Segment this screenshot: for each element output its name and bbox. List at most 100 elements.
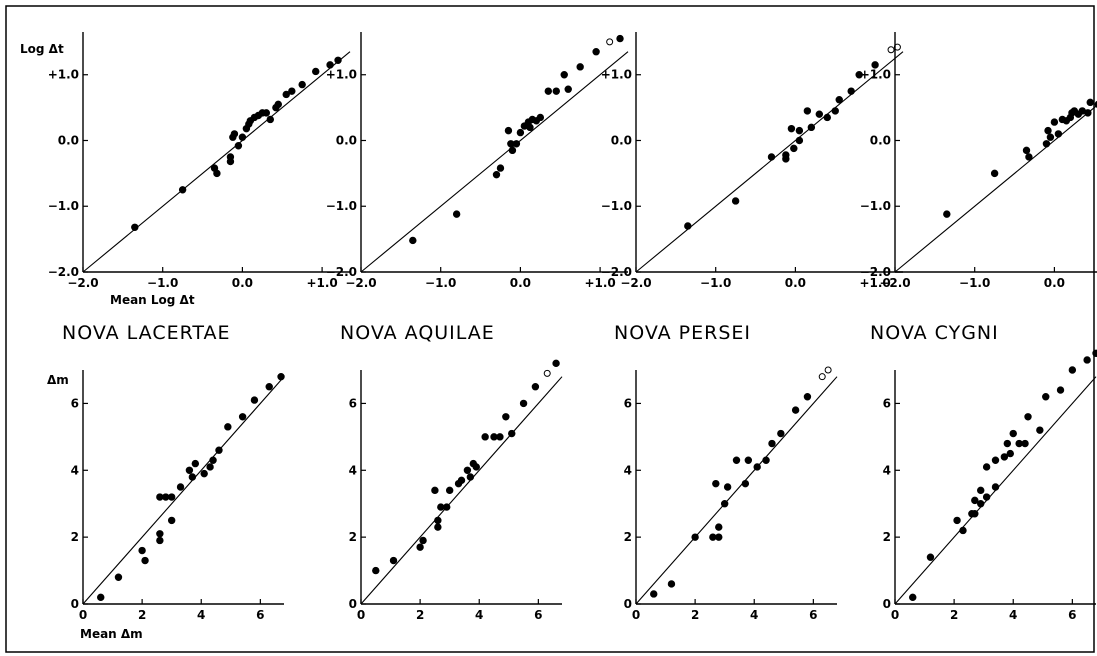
- aquilae-top-data-point: [516, 128, 525, 137]
- cygni-bottom-data-point: [991, 456, 1000, 464]
- aquilae-top-data-point: [616, 34, 624, 43]
- cygni-bottom-data-point: [971, 510, 979, 518]
- aquilae-bottom-y-tick-label: 4: [349, 463, 357, 477]
- nova-title-persei: NOVA PERSEI: [614, 322, 751, 344]
- aquilae-bottom-data-point: [419, 536, 427, 545]
- persei-bottom-open-data-point: [824, 366, 832, 374]
- persei-bottom-data-point: [741, 479, 750, 488]
- aquilae-top-data-point: [544, 87, 552, 95]
- cygni-top-data-point: [1054, 130, 1063, 138]
- cygni-bottom-data-point: [953, 516, 961, 525]
- aquilae-top-reference-line: [360, 51, 629, 273]
- persei-top-data-point: [803, 107, 812, 115]
- persei-top-data-point: [684, 222, 692, 230]
- cygni-bottom-data-point: [977, 486, 985, 495]
- persei-bottom-data-point: [732, 456, 741, 464]
- aquilae-bottom-data-point: [457, 476, 466, 485]
- lacertae-bottom-y-tick-label: 6: [71, 396, 79, 410]
- lacertae-bottom-x-tick-label: 0: [79, 608, 87, 622]
- aquilae-top-data-point: [504, 126, 513, 135]
- aquilae-bottom-data-point: [416, 543, 424, 551]
- cygni-top-y-tick-label: −1.0: [860, 199, 891, 213]
- cygni-top-y-tick-label: 0.0: [870, 133, 891, 147]
- cygni-bottom-data-point: [909, 593, 917, 602]
- aquilae-top-data-point: [526, 123, 534, 132]
- persei-bottom-data-point: [712, 479, 720, 488]
- cygni-top-data-point: [943, 210, 951, 218]
- aquilae-top-open-data-point: [606, 38, 614, 46]
- cygni-top-data-point: [1094, 100, 1097, 108]
- cygni-bottom-data-point: [982, 493, 991, 501]
- persei-top-data-point: [823, 113, 831, 122]
- lacertae-bottom-data-point: [188, 473, 197, 481]
- cygni-top-x-tick-label: −2.0: [879, 276, 910, 290]
- panels-layer: −2.0 −1.0 0.0 +1.0−2.0−1.00.0+1.0−2.0 −1.0 0.…: [48, 32, 1097, 622]
- persei-bottom-data-point: [791, 406, 800, 414]
- aquilae-bottom-data-point: [552, 359, 560, 368]
- lacertae-top-data-point: [230, 130, 239, 138]
- nova-title-cygni: NOVA CYGNI: [870, 322, 999, 344]
- persei-top-y-tick-label: +1.0: [601, 68, 632, 82]
- lacertae-top-x-tick-label: −2.0: [67, 276, 98, 290]
- lacertae-top-data-point: [262, 109, 271, 117]
- cygni-bottom-data-point: [959, 526, 967, 535]
- aquilae-top-data-point: [492, 170, 501, 179]
- cygni-top-x-tick-label: 0.0: [1044, 276, 1065, 290]
- cygni-bottom-data-point: [1006, 449, 1014, 458]
- persei-top-x-tick-label: +1.0: [859, 276, 890, 290]
- lacertae-top-data-point: [334, 56, 342, 64]
- lacertae-top-data-point: [238, 133, 247, 141]
- lacertae-top-data-point: [326, 61, 334, 69]
- persei-top-y-tick-label: −2.0: [601, 265, 632, 279]
- persei-top-data-point: [795, 136, 804, 145]
- top-x-axis-title: Mean Log Δt: [110, 293, 195, 307]
- aquilae-top-x-tick-label: 0.0: [510, 276, 531, 290]
- aquilae-bottom-y-tick-label: 0: [349, 597, 357, 611]
- cygni-top-data-point: [1042, 140, 1051, 148]
- lacertae-bottom-data-point: [200, 469, 208, 478]
- cygni-top-y-tick-label: +1.0: [860, 68, 891, 82]
- aquilae-bottom-data-point: [531, 383, 540, 391]
- aquilae-bottom-data-point: [502, 413, 510, 421]
- cygni-bottom-data-point: [1042, 393, 1050, 401]
- aquilae-bottom-x-tick-label: 2: [416, 608, 424, 622]
- persei-top-y-tick-label: −1.0: [601, 199, 632, 213]
- lacertae-bottom-data-point: [206, 463, 214, 471]
- persei-top-data-point: [831, 107, 839, 115]
- figure-frame: [5, 5, 1095, 653]
- aquilae-top-x-tick-label: +1.0: [584, 276, 615, 290]
- aquilae-top-data-point: [496, 164, 505, 172]
- lacertae-top-data-point: [234, 142, 243, 150]
- persei-top-data-point: [767, 153, 776, 161]
- aquilae-bottom-y-tick-label: 6: [349, 396, 357, 410]
- lacertae-top-x-tick-label: −1.0: [147, 276, 178, 290]
- persei-bottom-y-tick-label: 4: [624, 463, 632, 477]
- nova-title-aquilae: NOVA AQUILAE: [340, 322, 495, 344]
- aquilae-bottom-data-point: [496, 433, 504, 441]
- persei-bottom-y-tick-label: 2: [624, 530, 632, 544]
- aquilae-bottom-data-point: [466, 473, 475, 481]
- cygni-bottom-data-point: [1056, 386, 1065, 394]
- nova-title-lacertae: NOVA LACERTAE: [62, 322, 231, 344]
- cygni-top-data-point: [1044, 126, 1052, 135]
- aquilae-bottom-y-tick-label: 2: [349, 530, 357, 544]
- aquilae-bottom-data-point: [389, 556, 398, 565]
- persei-top-x-tick-label: −2.0: [620, 276, 651, 290]
- lacertae-bottom-data-point: [265, 383, 273, 391]
- aquilae-top-data-point: [409, 236, 417, 245]
- aquilae-top-data-point: [536, 113, 545, 122]
- lacertae-bottom-data-point: [97, 593, 105, 602]
- cygni-top-data-point: [1084, 109, 1092, 117]
- cygni-top-data-point: [1086, 98, 1094, 107]
- lacertae-top-data-point: [312, 67, 320, 76]
- lacertae-top-data-point: [178, 186, 187, 194]
- cygni-top-reference-line: [894, 104, 1097, 273]
- aquilae-bottom-data-point: [519, 399, 528, 408]
- persei-bottom-x-tick-label: 6: [809, 608, 817, 622]
- aquilae-bottom-x-tick-label: 0: [357, 608, 365, 622]
- persei-bottom-data-point: [691, 533, 699, 541]
- cygni-top-data-point: [1050, 118, 1059, 126]
- lacertae-bottom-data-point: [138, 546, 146, 555]
- lacertae-top-data-point: [213, 169, 221, 178]
- aquilae-top-data-point: [564, 85, 572, 93]
